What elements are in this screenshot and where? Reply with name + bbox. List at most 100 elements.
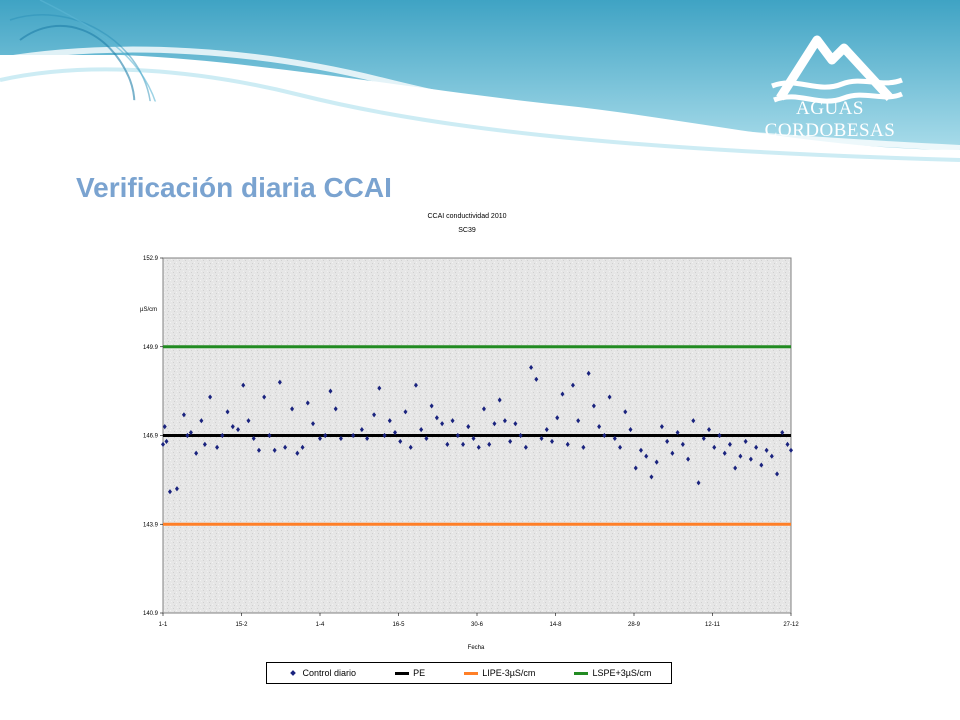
x-tick-label-3: 16-5 [392, 622, 405, 628]
control-point-89 [633, 465, 638, 471]
control-point-13 [220, 432, 225, 439]
control-point-33 [328, 388, 333, 394]
x-tick-label-6: 28-9 [628, 622, 641, 628]
y-tick-label-0: 152.9 [143, 256, 159, 262]
control-point-32 [323, 432, 328, 439]
control-point-108 [733, 465, 738, 471]
logo-wave-2 [773, 91, 904, 104]
control-point-19 [251, 435, 256, 442]
control-point-0 [161, 441, 165, 447]
control-point-27 [295, 450, 300, 456]
header-banner [0, 0, 960, 170]
legend-item-pe: PE [395, 668, 425, 678]
control-point-93 [654, 459, 659, 465]
control-point-18 [246, 418, 251, 424]
control-point-57 [466, 424, 471, 430]
control-point-107 [727, 441, 732, 447]
legend-item-lspe: LSPE+3µS/cm [574, 668, 651, 678]
control-point-118 [785, 441, 790, 447]
control-point-98 [680, 441, 685, 447]
control-point-74 [555, 415, 560, 421]
control-point-10 [202, 441, 207, 447]
control-point-4 [174, 486, 179, 492]
legend-label-control: Control diario [302, 668, 357, 678]
x-tick-label-0: 1-1 [159, 622, 168, 628]
chart-legend: Control diario PE LIPE-3µS/cm LSPE+3µS/c… [266, 662, 672, 684]
control-point-68 [523, 444, 528, 450]
control-point-66 [513, 421, 518, 427]
y-tick-label-1: 149.9 [143, 345, 159, 351]
chart-subtitle: SC39 [458, 227, 476, 234]
control-point-60 [481, 406, 486, 412]
logo-line2: CORDOBESAS [764, 120, 896, 141]
x-tick-label-5: 14-8 [549, 622, 562, 628]
control-point-56 [461, 441, 466, 447]
legend-label-pe: PE [413, 668, 426, 678]
slide-title: Verificación diaria CCAI [76, 172, 392, 203]
control-point-106 [722, 450, 727, 456]
logo-wordmark: AGUAS CORDOBESAS [730, 98, 930, 142]
y-axis-label: µS/cm [140, 307, 157, 313]
control-chart: CCAI conductividad 2010 SC39 µS/cm Fecha… [140, 213, 799, 651]
logo-wave-1 [771, 77, 903, 90]
x-axis-label: Fecha [468, 645, 485, 651]
y-tick-label-2: 146.9 [143, 434, 159, 440]
control-point-79 [581, 444, 586, 450]
control-point-6 [185, 432, 190, 439]
control-point-1 [162, 424, 167, 430]
control-point-78 [576, 418, 581, 424]
logo-mountain [776, 35, 894, 102]
legend-item-control: Control diario [287, 668, 357, 678]
banner-sky [0, 0, 960, 150]
control-point-83 [602, 432, 607, 439]
legend-item-lipe: LIPE-3µS/cm [464, 668, 535, 678]
y-tick-label-4: 140.9 [143, 611, 159, 617]
axis-ticks: 152.9 149.9 146.9 143.9 140.91-1 15-2 1-4 16-5 3… [143, 256, 799, 628]
legend-marker-control [289, 670, 296, 676]
control-point-34 [333, 406, 338, 412]
aguas-cordobesas-logo-icon [771, 35, 904, 104]
legend-line-lspe [574, 671, 589, 675]
legend-label-lspe: LSPE+3µS/cm [592, 668, 652, 678]
control-point-26 [290, 406, 295, 412]
x-tick-label-8: 27-12 [783, 622, 799, 628]
control-point-81 [591, 403, 596, 409]
control-point-61 [487, 441, 492, 447]
control-point-22 [267, 432, 272, 439]
banner-wave-1 [0, 46, 960, 151]
legend-label-lipe: LIPE-3µS/cm [482, 668, 536, 678]
control-point-8 [194, 450, 199, 456]
banner-wave-2 [0, 67, 960, 162]
control-point-51 [434, 415, 439, 421]
control-point-105 [717, 432, 722, 439]
control-point-82 [597, 424, 602, 430]
x-tick-label-7: 12-11 [705, 622, 721, 628]
control-point-41 [382, 432, 387, 439]
control-point-55 [455, 432, 460, 439]
x-tick-label-4: 30-6 [471, 622, 484, 628]
banner-fade [0, 98, 960, 170]
banner-swirl-3 [39, 0, 161, 121]
legend-line-pe [395, 671, 410, 675]
control-point-69 [529, 364, 534, 371]
control-point-80 [586, 370, 591, 376]
control-point-11 [208, 394, 213, 400]
control-point-84 [607, 394, 612, 400]
x-tick-label-1: 15-2 [235, 622, 248, 628]
control-point-24 [277, 379, 282, 385]
control-point-36 [351, 432, 356, 439]
legend-line-lipe [464, 671, 479, 675]
control-point-116 [775, 471, 780, 477]
chart-title: CCAI conductividad 2010 [428, 213, 507, 220]
control-point-15 [230, 424, 235, 430]
control-point-96 [670, 450, 675, 456]
x-tick-label-2: 1-4 [316, 622, 325, 628]
logo-line1: AGUAS [796, 98, 864, 119]
control-point-76 [565, 441, 570, 447]
y-tick-label-3: 143.9 [143, 522, 159, 528]
control-point-7 [188, 429, 193, 436]
control-point-101 [696, 480, 701, 486]
control-point-3 [167, 489, 172, 495]
chart-container: CCAI conductividad 2010 SC39 µS/cm Fecha… [130, 205, 810, 695]
control-point-14 [225, 409, 230, 415]
